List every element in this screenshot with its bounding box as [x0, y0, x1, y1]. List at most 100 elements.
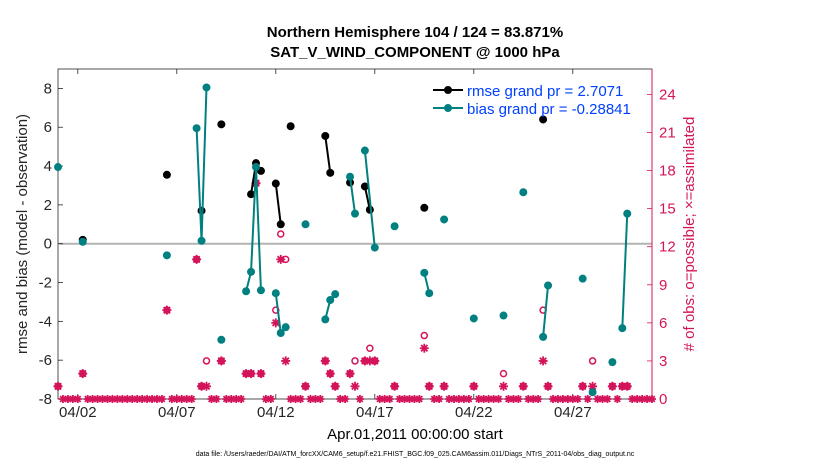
y-tick-label: 4: [44, 158, 52, 175]
bias-point: [301, 220, 310, 229]
obs-zero-marker: [128, 395, 137, 403]
obs-zero-marker: [212, 395, 221, 403]
bias-point: [519, 188, 528, 197]
obs-zero-marker: [108, 395, 117, 403]
obs-zero-marker: [311, 395, 320, 403]
x-tick-label: 04/02: [59, 404, 97, 421]
bias-point: [588, 388, 597, 397]
bias-point: [544, 281, 553, 290]
bias-point: [276, 329, 285, 337]
obs-zero-marker: [73, 395, 82, 403]
rmse-line: [324, 135, 332, 173]
x-tick-label: 04/17: [356, 404, 394, 421]
obs-zero-marker: [133, 395, 142, 403]
obs-zero-marker: [98, 395, 107, 403]
obs-assimilated-marker: [370, 356, 380, 366]
y2-tick-label: 9: [659, 277, 667, 294]
y-tick-label: -4: [39, 313, 52, 330]
obs-possible-marker: [420, 331, 429, 340]
bias-point: [420, 268, 429, 277]
obs-assimilated-marker: [543, 381, 553, 391]
obs-assimilated-marker: [538, 356, 548, 366]
y-tick-label: -8: [39, 391, 52, 408]
bias-point: [425, 289, 434, 298]
obs-zero-marker: [494, 395, 503, 403]
bias-point: [197, 236, 206, 245]
obs-zero-marker: [291, 395, 300, 403]
bias-line: [349, 176, 356, 214]
obs-zero-marker: [232, 395, 241, 403]
legend-marker-bias: [444, 104, 452, 112]
obs-zero-marker: [68, 395, 77, 403]
obs-zero-marker: [157, 395, 166, 403]
data-file-footer: data file: /Users/raeder/DAI/ATM_forcXX/…: [195, 451, 635, 458]
obs-possible-marker: [351, 357, 359, 365]
obs-zero-marker: [306, 395, 315, 403]
obs-assimilated-marker: [256, 369, 266, 379]
bias-point: [331, 290, 340, 299]
legend-label-rmse: rmse grand pr = 2.7071: [467, 83, 623, 100]
y-axis-label: rmse and bias (model - observation): [14, 114, 31, 354]
obs-zero-marker: [187, 395, 196, 403]
obs-zero-marker: [474, 395, 483, 403]
obs-zero-marker: [628, 395, 637, 403]
obs-zero-marker: [222, 395, 231, 403]
y2-tick-label: 0: [659, 391, 667, 408]
obs-possible-marker: [366, 344, 374, 352]
obs-zero-marker: [410, 395, 419, 403]
obs-zero-marker: [558, 395, 567, 403]
obs-zero-marker: [143, 395, 152, 403]
plot-frame: [57, 68, 653, 400]
bias-point: [618, 324, 627, 333]
obs-zero-marker: [603, 395, 612, 403]
obs-zero-marker: [643, 395, 652, 403]
obs-zero-marker: [553, 395, 562, 403]
obs-zero-marker: [63, 395, 72, 403]
obs-possible-marker: [202, 357, 211, 365]
y-tick-label: -6: [39, 352, 52, 369]
obs-assimilated-marker: [578, 381, 588, 391]
bias-point: [499, 311, 508, 320]
obs-assimilated-marker: [419, 343, 429, 353]
obs-zero-marker: [316, 395, 325, 403]
x-axis-label: Apr.01,2011 00:00:00 start: [327, 426, 503, 443]
x-tick-label: 04/27: [554, 404, 592, 421]
obs-assimilated-marker: [469, 381, 479, 391]
bias-line: [363, 150, 376, 248]
obs-zero-marker: [489, 395, 498, 403]
obs-zero-marker: [103, 395, 112, 403]
obs-assimilated-marker: [276, 254, 286, 264]
obs-zero-marker: [113, 395, 122, 403]
obs-zero-marker: [638, 395, 647, 403]
rmse-point: [420, 203, 429, 212]
y-tick-label: 6: [44, 119, 52, 136]
obs-zero-marker: [286, 395, 295, 403]
obs-assimilated-marker: [53, 381, 63, 391]
obs-assimilated-marker: [197, 381, 207, 391]
bias-point: [351, 209, 359, 218]
obs-assimilated-marker: [350, 381, 360, 391]
bias-point: [202, 83, 211, 92]
obs-assimilated-marker: [281, 356, 291, 366]
rmse-point: [162, 170, 171, 179]
obs-assimilated-marker: [424, 381, 434, 391]
obs-zero-marker: [385, 395, 394, 403]
rmse-point: [271, 179, 280, 188]
obs-zero-marker: [445, 395, 454, 403]
obs-assimilated-marker: [271, 318, 281, 328]
bias-point: [252, 163, 260, 172]
obs-zero-marker: [593, 395, 602, 403]
obs-assimilated-marker: [202, 381, 211, 391]
obs-zero-marker: [504, 395, 513, 403]
obs-zero-marker: [514, 395, 523, 403]
obs-possible-marker: [588, 357, 597, 365]
obs-zero-marker: [138, 395, 147, 403]
obs-zero-marker: [58, 395, 67, 403]
obs-zero-marker: [118, 395, 127, 403]
bias-point: [469, 314, 478, 323]
obs-zero-marker: [123, 395, 132, 403]
bias-point: [346, 172, 355, 181]
obs-assimilated-marker: [390, 381, 400, 391]
obs-assimilated-marker: [499, 381, 508, 391]
